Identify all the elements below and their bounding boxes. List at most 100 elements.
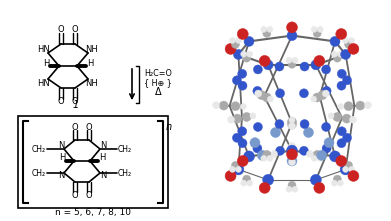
Circle shape [275, 120, 284, 129]
Circle shape [344, 40, 353, 48]
Circle shape [311, 155, 317, 161]
Circle shape [331, 51, 337, 57]
Circle shape [330, 36, 340, 46]
Circle shape [267, 26, 273, 32]
Circle shape [348, 37, 355, 43]
Circle shape [243, 175, 251, 183]
Circle shape [259, 182, 270, 193]
Circle shape [244, 36, 254, 46]
Circle shape [287, 117, 296, 126]
Circle shape [275, 62, 284, 71]
Circle shape [311, 26, 317, 32]
Circle shape [243, 54, 251, 62]
Circle shape [336, 156, 347, 166]
Circle shape [286, 57, 292, 63]
Circle shape [342, 114, 351, 123]
Circle shape [238, 127, 247, 136]
Circle shape [334, 54, 341, 62]
Circle shape [313, 93, 322, 102]
Circle shape [337, 139, 346, 148]
Circle shape [338, 104, 344, 110]
Circle shape [340, 164, 351, 175]
Circle shape [231, 161, 239, 169]
Text: NH: NH [86, 78, 99, 88]
Circle shape [242, 112, 251, 122]
Circle shape [348, 43, 359, 54]
Circle shape [237, 156, 248, 166]
Circle shape [348, 170, 359, 181]
Circle shape [300, 62, 309, 71]
Circle shape [287, 22, 298, 33]
Circle shape [231, 40, 239, 48]
Text: O: O [86, 191, 92, 200]
Circle shape [331, 180, 337, 186]
Circle shape [263, 60, 273, 70]
Circle shape [314, 55, 325, 66]
Circle shape [250, 138, 260, 148]
Bar [18, 116, 168, 208]
Circle shape [324, 138, 334, 148]
Circle shape [364, 102, 371, 109]
Text: HN: HN [38, 78, 50, 88]
Text: CH₂: CH₂ [32, 145, 46, 154]
Circle shape [300, 120, 309, 129]
Text: Δ: Δ [155, 87, 161, 97]
Text: { H⊕ }: { H⊕ } [144, 78, 172, 88]
Circle shape [343, 37, 348, 43]
Circle shape [238, 69, 247, 78]
Circle shape [317, 26, 323, 32]
Text: O: O [72, 97, 78, 107]
Circle shape [288, 181, 296, 189]
Circle shape [225, 43, 236, 54]
Circle shape [348, 166, 355, 172]
Circle shape [267, 155, 273, 161]
Circle shape [228, 116, 235, 123]
Circle shape [263, 174, 274, 185]
Circle shape [271, 151, 278, 158]
Text: n: n [166, 122, 172, 132]
Circle shape [237, 29, 248, 40]
Text: CH₂: CH₂ [32, 168, 46, 177]
Text: CH₂: CH₂ [118, 168, 132, 177]
Circle shape [247, 51, 253, 57]
Text: O: O [58, 97, 64, 107]
Text: N: N [58, 171, 64, 181]
Circle shape [314, 182, 325, 193]
Circle shape [287, 149, 298, 160]
Text: O: O [72, 25, 78, 34]
Circle shape [238, 81, 247, 90]
Circle shape [235, 37, 242, 43]
Circle shape [259, 55, 270, 66]
Circle shape [313, 29, 321, 37]
Circle shape [233, 50, 243, 59]
Circle shape [313, 150, 321, 158]
Circle shape [289, 117, 295, 123]
Circle shape [253, 86, 262, 95]
Text: O: O [72, 122, 78, 131]
Circle shape [333, 112, 342, 122]
Circle shape [344, 102, 353, 111]
Text: N: N [58, 141, 64, 151]
Circle shape [233, 164, 244, 175]
Text: O: O [58, 25, 64, 34]
Circle shape [336, 29, 347, 40]
Circle shape [233, 114, 242, 123]
Circle shape [311, 60, 321, 70]
Circle shape [337, 81, 346, 90]
Circle shape [257, 91, 266, 100]
Text: O: O [86, 122, 92, 131]
Circle shape [287, 145, 298, 156]
Text: 1: 1 [73, 100, 79, 110]
Circle shape [231, 102, 240, 111]
Circle shape [337, 180, 343, 186]
Circle shape [263, 150, 271, 158]
Circle shape [286, 186, 292, 192]
Text: N: N [100, 171, 106, 181]
Circle shape [253, 122, 262, 131]
Circle shape [244, 151, 255, 162]
Circle shape [267, 96, 273, 102]
Circle shape [337, 69, 346, 78]
Circle shape [230, 166, 235, 172]
Circle shape [307, 151, 314, 158]
Circle shape [247, 180, 253, 186]
